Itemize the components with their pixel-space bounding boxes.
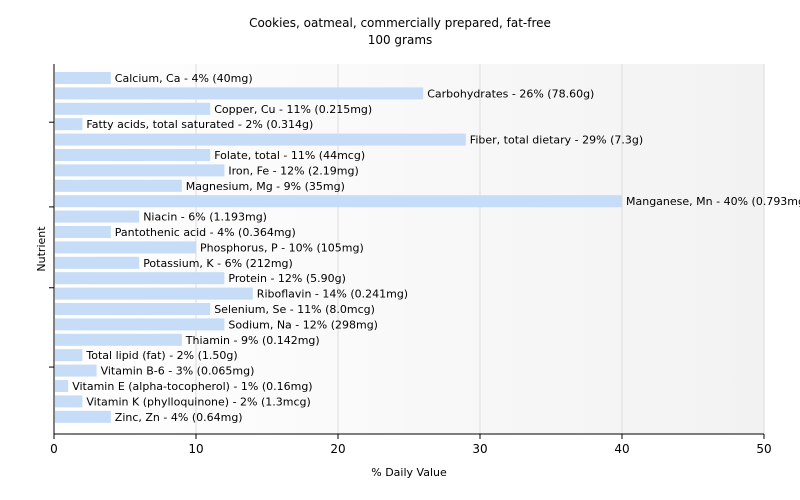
bar [55, 226, 111, 238]
x-tick-label: 50 [756, 442, 771, 456]
bar [55, 287, 253, 300]
bar [55, 164, 225, 177]
bar-label: Protein - 12% (5.90g) [228, 272, 346, 285]
bar-label: Fiber, total dietary - 29% (7.3g) [470, 134, 643, 147]
x-tick-label: 0 [50, 442, 58, 456]
bar-label: Calcium, Ca - 4% (40mg) [115, 72, 253, 85]
bar-label: Sodium, Na - 12% (298mg) [228, 318, 378, 331]
bar [55, 349, 83, 362]
bar-label: Thiamin - 9% (0.142mg) [185, 334, 320, 347]
x-axis-label: % Daily Value [371, 466, 447, 479]
bar-label: Selenium, Se - 11% (8.0mcg) [214, 303, 375, 316]
bar [55, 333, 182, 346]
bar [55, 195, 622, 208]
bar-label: Total lipid (fat) - 2% (1.50g) [85, 349, 237, 362]
bar-label: Phosphorus, P - 10% (105mg) [200, 241, 364, 254]
bar-label: Potassium, K - 6% (212mg) [143, 257, 293, 270]
axes: 0 10 20 30 40 50 [49, 64, 772, 456]
bar [55, 256, 140, 269]
bar [55, 102, 211, 115]
bar [55, 410, 111, 423]
bar [55, 118, 83, 131]
bar [55, 364, 97, 377]
grid-lines [195, 64, 765, 434]
bar [55, 272, 225, 285]
bar [55, 210, 140, 223]
chart-subtitle: 100 grams [368, 33, 433, 47]
bar-label: Vitamin E (alpha-tocopherol) - 1% (0.16m… [72, 380, 312, 393]
bar [55, 149, 211, 161]
x-tick-label: 40 [614, 442, 629, 456]
x-tick-label: 30 [472, 442, 487, 456]
bar-label: Magnesium, Mg - 9% (35mg) [186, 180, 345, 193]
x-tick-label: 20 [330, 442, 345, 456]
bar-label: Zinc, Zn - 4% (0.64mg) [115, 411, 243, 424]
bar-label: Copper, Cu - 11% (0.215mg) [214, 103, 372, 116]
bar [55, 303, 211, 315]
bar-label: Vitamin K (phylloquinone) - 2% (1.3mcg) [86, 395, 310, 408]
x-tick-label: 10 [188, 442, 203, 456]
bar-label: Niacin - 6% (1.193mg) [143, 211, 267, 224]
bar-label: Vitamin B-6 - 3% (0.065mg) [101, 365, 255, 378]
bar-label: Pantothenic acid - 4% (0.364mg) [115, 226, 296, 239]
bar [55, 380, 69, 392]
bar [55, 179, 182, 192]
bar [55, 72, 111, 84]
bars: Calcium, Ca - 4% (40mg) Carbohydrates - 2… [55, 72, 800, 424]
bar-label: Iron, Fe - 12% (2.19mg) [228, 164, 358, 177]
bar [55, 133, 466, 146]
bar-label: Carbohydrates - 26% (78.60g) [427, 87, 594, 100]
bar-label: Riboflavin - 14% (0.241mg) [257, 288, 408, 301]
bar [55, 318, 225, 331]
bar-label: Fatty acids, total saturated - 2% (0.314… [86, 118, 313, 131]
chart-title: Cookies, oatmeal, commercially prepared,… [249, 16, 551, 30]
bar [55, 87, 424, 100]
bar-label: Manganese, Mn - 40% (0.793mg) [626, 195, 800, 208]
bar-label: Folate, total - 11% (44mcg) [214, 149, 365, 162]
y-axis-label: Nutrient [35, 226, 48, 272]
bar [55, 241, 196, 254]
bar [55, 395, 83, 408]
